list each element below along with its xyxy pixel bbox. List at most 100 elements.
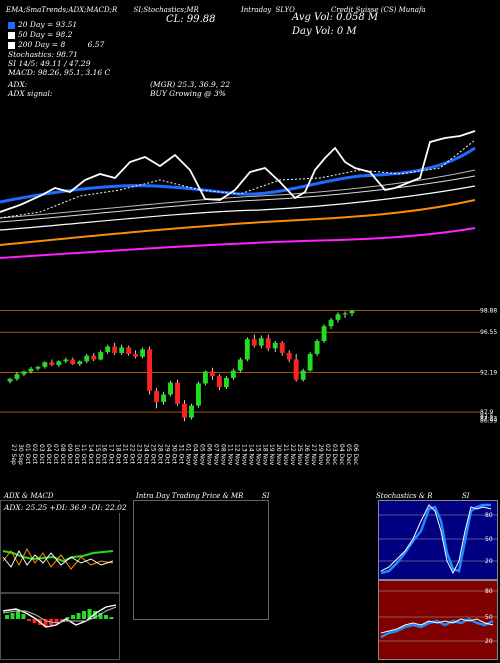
macd-bar	[54, 619, 59, 623]
price-tick-label: 96.55	[480, 329, 497, 336]
chart-header-title: EMA;SmaTrends;ADX;MACD;R SI;Stochastics;…	[6, 6, 498, 14]
date-tick-label: 04 Dec	[338, 444, 345, 465]
legend-200-day-label: 200 Day = 8	[18, 40, 66, 49]
title-part-2: SI;Stochastics;MR	[133, 6, 199, 14]
candle-body	[112, 346, 118, 353]
candle-body	[56, 361, 62, 365]
rsi-chart: 80 50 20	[379, 588, 497, 645]
candle-body	[196, 383, 201, 406]
date-tick-label: 21 Oct	[122, 444, 129, 465]
candle-body	[91, 355, 97, 360]
adx-signal-value: BUY Growing @ 3%	[150, 89, 226, 98]
date-tick-label: 28 Oct	[157, 444, 164, 465]
symbol-code: SLYO	[275, 6, 295, 14]
candle-body	[161, 394, 166, 402]
ma-band-3	[0, 185, 476, 231]
candle-body	[168, 382, 173, 395]
adx-panel-title: ADX & MACD	[4, 492, 54, 500]
legend-200-day: 200 Day = 8 6.57	[8, 40, 104, 49]
candle-body	[147, 349, 153, 391]
date-tick-label: 29 Nov	[317, 444, 324, 466]
date-tick-label: 06 Nov	[205, 444, 212, 466]
candle-body	[35, 366, 41, 369]
candle-body	[175, 382, 180, 404]
intraday-si-label: SI	[262, 492, 270, 500]
adx-white-line	[2, 549, 114, 568]
stochastics-chart: 80 50 20	[379, 503, 497, 575]
date-tick-label: 01 Oct	[24, 444, 31, 465]
macd-bar	[10, 613, 15, 619]
candle-body	[154, 390, 160, 402]
date-tick-label: 23 Oct	[136, 444, 143, 465]
candle-body	[265, 338, 271, 349]
candle-body	[209, 371, 215, 377]
rsi-level-80: 80	[485, 588, 493, 595]
macd-bar	[76, 613, 81, 619]
price-tick-label: 92.19	[480, 369, 497, 376]
date-tick-label: 24 Oct	[143, 444, 150, 465]
date-tick-label: 19 Nov	[268, 444, 275, 466]
stoch-blue-line	[380, 503, 491, 575]
candle-body	[63, 359, 69, 362]
candle-body	[49, 362, 55, 365]
candle-body	[349, 310, 355, 314]
date-tick-label: 21 Nov	[282, 444, 289, 466]
adx-orange-line	[2, 547, 114, 570]
adx-signal-label: ADX signal:	[8, 89, 53, 98]
candle-body	[42, 362, 48, 367]
stoch-level-50: 50	[485, 536, 493, 543]
candle-body	[105, 346, 111, 353]
date-tick-label: 05 Dec	[345, 444, 352, 465]
candle-body	[272, 342, 278, 349]
date-tick-label: 18 Oct	[115, 444, 122, 465]
adx-values: (MGR) 25.3, 36.9, 22	[150, 80, 231, 89]
date-tick-label: 02 Oct	[31, 444, 38, 465]
legend-50-day-swatch	[8, 31, 15, 39]
title-part-1: EMA;SmaTrends;ADX;MACD;R	[6, 6, 118, 14]
macd-bar	[65, 617, 70, 619]
date-tick-label: 30 Oct	[171, 444, 178, 465]
date-tick-label: 11 Oct	[80, 444, 87, 465]
date-tick-label: 15 Nov	[254, 444, 261, 466]
candle-body	[293, 359, 299, 380]
candle-body	[328, 319, 334, 327]
candle-body	[335, 314, 341, 320]
ma-band-2	[0, 175, 476, 223]
candle-body	[314, 341, 320, 354]
candle-body	[230, 370, 236, 378]
legend-200-day-extra: 6.57	[87, 40, 105, 49]
macd-bar	[87, 609, 92, 619]
stoch-level-20: 20	[485, 558, 493, 565]
macd-bar	[104, 615, 108, 619]
macd-bar	[82, 611, 86, 619]
price-tick-label: 87.23	[480, 415, 497, 422]
adx-chart	[1, 547, 119, 628]
ema-orange-line	[0, 199, 476, 246]
date-tick-label: 12 Nov	[233, 444, 240, 466]
date-tick-label: 30 Sep	[17, 444, 24, 465]
date-tick-label: 17 Oct	[108, 444, 115, 465]
date-tick-label: 02 Dec	[324, 444, 331, 465]
candle-body	[126, 347, 132, 354]
title-part-4: Credit Suisse (CS) Munafa	[331, 6, 426, 14]
date-tick-label: 25 Oct	[150, 444, 157, 465]
macd-bar	[71, 615, 75, 619]
macd-bar	[21, 614, 26, 619]
date-tick-label: 15 Oct	[94, 444, 101, 465]
day-volume: Day Vol: 0 M	[292, 26, 357, 37]
close-label: CL: 99.88	[166, 14, 216, 25]
date-tick-label: 13 Nov	[240, 444, 247, 466]
date-tick-label: 18 Nov	[261, 444, 268, 466]
title-part-3: Intraday	[241, 6, 272, 14]
candle-body	[258, 338, 264, 346]
date-tick-label: 06 Dec	[352, 444, 359, 465]
price-tick-label: 87.9	[480, 409, 494, 416]
date-tick-label: 20 Nov	[275, 444, 282, 466]
rsi-readout: SI 14/5: 49.11 / 47.29	[8, 59, 91, 68]
date-tick-label: 27 Sep	[10, 444, 17, 465]
date-tick-label: 11 Nov	[226, 444, 233, 466]
date-tick-label: 16 Oct	[101, 444, 108, 465]
candle-body	[216, 376, 222, 388]
date-tick-label: 26 Nov	[303, 444, 310, 466]
